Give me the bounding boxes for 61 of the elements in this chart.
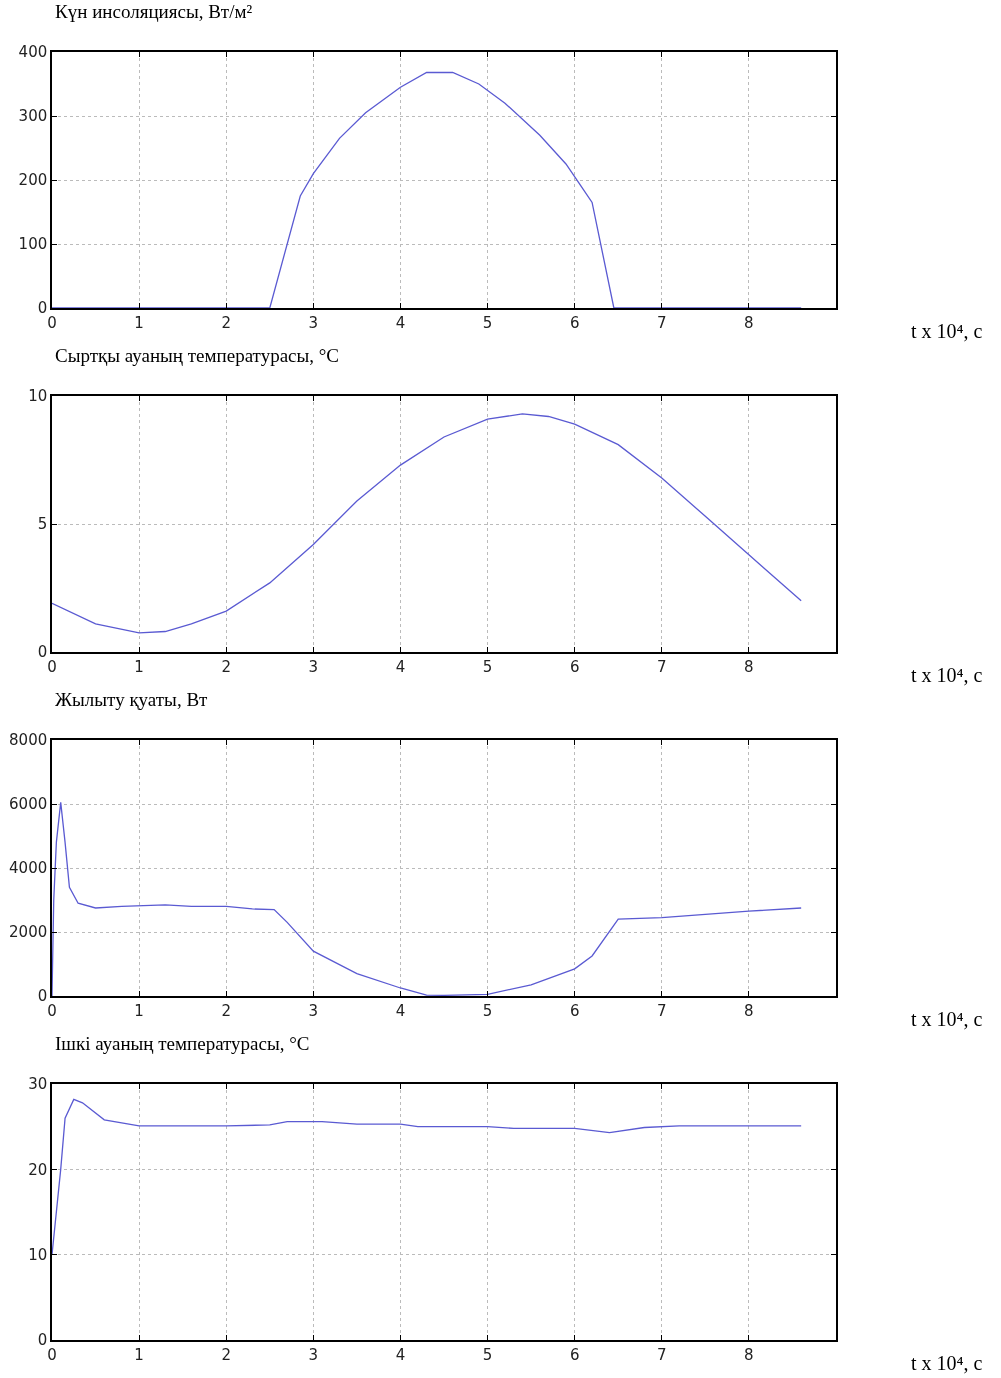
x-tick-label: 7	[657, 313, 667, 332]
x-tick-label: 6	[569, 1345, 580, 1364]
x-tick-label: 7	[657, 657, 667, 676]
x-tick-label: 4	[395, 313, 406, 332]
x-axis-title: t x 10⁴, c	[911, 320, 983, 342]
x-tick-label: 2	[221, 1001, 231, 1020]
chart-title: Жылыту қуаты, Вт	[55, 689, 209, 711]
x-tick-label: 5	[482, 313, 493, 332]
x-tick-label: 1	[134, 657, 144, 676]
y-tick-label: 0	[37, 299, 48, 318]
x-tick-label: 1	[134, 313, 144, 332]
x-tick-label: 6	[569, 657, 580, 676]
line-series	[52, 801, 802, 996]
x-tick-label: 6	[569, 1001, 580, 1020]
x-tick-label: 1	[134, 1001, 144, 1020]
x-tick-label: 1	[134, 1345, 144, 1364]
x-tick-label: 5	[482, 1001, 493, 1020]
y-tick-label: 5	[37, 515, 48, 534]
x-axis-title: t x 10⁴, c	[911, 1008, 983, 1030]
y-tick-label: 300	[18, 107, 48, 126]
x-axis-title: t x 10⁴, c	[911, 1352, 983, 1374]
x-tick-label: 3	[308, 313, 319, 332]
x-tick-label: 6	[569, 313, 580, 332]
line-series	[52, 413, 802, 634]
x-axis-title: t x 10⁴, c	[911, 664, 983, 686]
x-tick-label: 2	[221, 313, 231, 332]
x-tick-label: 5	[482, 657, 493, 676]
x-tick-label: 3	[308, 1345, 319, 1364]
y-tick-label: 400	[18, 43, 48, 62]
x-tick-label: 8	[744, 657, 754, 676]
chart-title: Күн инсоляциясы, Вт/м²	[55, 1, 253, 23]
y-tick-label: 0	[37, 987, 48, 1006]
y-tick-label: 10	[28, 1245, 48, 1264]
chart-title: Сыртқы ауаның температурасы, °С	[55, 345, 340, 367]
y-tick-label: 0	[37, 643, 48, 662]
y-tick-label: 8000	[9, 731, 48, 750]
y-tick-label: 20	[28, 1160, 48, 1179]
y-tick-label: 30	[28, 1075, 48, 1094]
chart-title: Ішкі ауаның температурасы, °С	[55, 1033, 310, 1055]
x-tick-label: 3	[308, 657, 319, 676]
x-tick-label: 7	[657, 1345, 667, 1364]
x-tick-label: 4	[395, 657, 406, 676]
x-tick-label: 7	[657, 1001, 667, 1020]
x-tick-label: 5	[482, 1345, 493, 1364]
y-tick-label: 100	[18, 235, 48, 254]
x-tick-label: 4	[395, 1345, 406, 1364]
x-tick-label: 8	[744, 1345, 754, 1364]
line-series	[52, 71, 802, 308]
y-tick-label: 6000	[9, 795, 48, 814]
x-tick-label: 8	[744, 313, 754, 332]
x-tick-label: 2	[221, 1345, 231, 1364]
y-tick-label: 4000	[9, 859, 48, 878]
y-tick-label: 0	[37, 1331, 48, 1350]
line-series	[52, 1098, 802, 1256]
x-tick-label: 2	[221, 657, 231, 676]
x-tick-label: 3	[308, 1001, 319, 1020]
y-tick-label: 200	[18, 171, 48, 190]
y-tick-label: 2000	[9, 923, 48, 942]
y-tick-label: 10	[28, 387, 48, 406]
x-tick-label: 8	[744, 1001, 754, 1020]
x-tick-label: 4	[395, 1001, 406, 1020]
